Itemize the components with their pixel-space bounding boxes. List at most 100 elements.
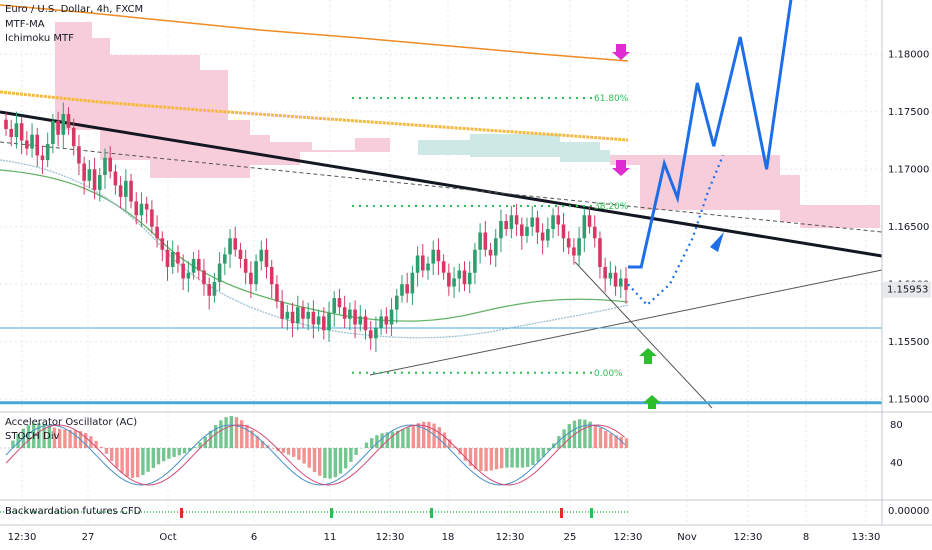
indicator-mtf-ma-label[interactable]: MTF-MA (5, 19, 45, 30)
candle-body (384, 316, 389, 325)
candle-body (327, 313, 331, 331)
oscillator-bar (520, 448, 525, 468)
candle-body (181, 263, 185, 279)
oscillator-bar (42, 424, 46, 448)
symbol-title[interactable]: Euro / U.S. Dollar, 4h, FXCM (5, 4, 144, 15)
oscillator-bar (271, 448, 275, 449)
candle-body (389, 309, 394, 325)
stoch-div-label[interactable]: STOCH Div (5, 431, 60, 442)
candle-body (415, 255, 420, 273)
oscillator-bar (406, 427, 410, 448)
candle-body (97, 175, 102, 190)
candle-body (363, 316, 368, 331)
candle-body (332, 298, 337, 313)
candle-body (499, 221, 503, 239)
oscillator-bar (500, 448, 504, 469)
oscillator-bar (604, 430, 608, 448)
oscillator-bar (297, 448, 301, 460)
oscillator-bar (120, 448, 124, 473)
oscillator-bar (37, 423, 41, 448)
price-tick-label: 1.17000 (888, 164, 929, 175)
indicator-ichimoku-label[interactable]: Ichimoku MTF (5, 33, 74, 44)
oscillator-bar (510, 448, 514, 468)
candle-body (353, 309, 357, 325)
candle-body (582, 215, 587, 239)
pane3-tick-label: 0.00000 (888, 506, 929, 517)
oscillator-bar (344, 448, 348, 469)
oscillator-bar (328, 448, 332, 479)
time-tick-label: 18 (442, 532, 455, 543)
candle-body (217, 263, 222, 282)
candle-body (436, 249, 441, 262)
candle-body (316, 316, 321, 325)
oscillator-bar (598, 427, 603, 448)
candle-body (51, 120, 55, 144)
projection-dotted-path (627, 155, 725, 307)
trendlines (0, 110, 883, 409)
time-tick-label: Nov (677, 532, 697, 543)
candle-body (431, 249, 436, 264)
candle-body (295, 307, 300, 324)
candle-body (228, 238, 232, 255)
backwardation-label[interactable]: Backwardation futures CFD (5, 506, 142, 517)
accelerator-oscillator-label[interactable]: Accelerator Oscillator (AC) (5, 417, 138, 428)
price-tick-label: 1.17500 (888, 107, 929, 118)
oscillator-bar (240, 420, 244, 448)
candle-body (35, 134, 40, 156)
oscillator-bar (26, 425, 31, 448)
candle-body (66, 114, 71, 128)
oscillator-bar (546, 448, 551, 451)
oscillator-bar (47, 425, 51, 448)
oscillator-bar (136, 448, 140, 478)
projection-path (627, 0, 793, 307)
oscillator-bar (474, 448, 478, 470)
candle-body (61, 114, 66, 135)
candle-body (379, 316, 383, 328)
current-price-tag (883, 281, 931, 298)
oscillator-bar (479, 448, 483, 471)
up-arrow-green (639, 348, 657, 364)
candle-body (301, 307, 305, 319)
oscillator-bar (526, 448, 530, 467)
candle-body (322, 316, 326, 331)
oscillator-bar (562, 429, 566, 448)
candle-body (87, 169, 92, 181)
falling-line (574, 261, 713, 409)
price-tick-label: 1.15500 (888, 337, 929, 348)
oscillator-bar (255, 435, 259, 448)
price-tick-label: 1.18000 (888, 49, 929, 60)
oscillator-bar (494, 448, 499, 470)
stoch-k-line (5, 424, 626, 486)
candle-body (603, 267, 607, 279)
candle-body (493, 238, 498, 256)
oscillator-bar (292, 448, 296, 457)
orange-ma-line (0, 4, 629, 62)
candle-body (598, 238, 602, 267)
projection-solid-path (628, 0, 793, 269)
oscillator-bar (515, 448, 519, 468)
oscillator-bar (84, 432, 88, 448)
candle-body (155, 226, 159, 239)
candle-body (280, 301, 284, 319)
oscillator-bar (349, 448, 353, 462)
oscillator-bar (208, 430, 213, 448)
oscillator-bar (58, 428, 62, 448)
oscillator-bar (380, 433, 384, 448)
candle-body (254, 261, 258, 285)
oscillator-bar (188, 448, 192, 451)
oscillator-bar (172, 448, 176, 457)
oscillator-bar (130, 448, 135, 478)
candle-body (624, 278, 628, 290)
oscillator-bar (260, 441, 265, 448)
candle-body (118, 185, 123, 197)
candle-body (71, 127, 76, 147)
oscillator-bar (385, 432, 389, 448)
oscillator-bar (541, 448, 545, 457)
oscillator-bar (307, 448, 311, 468)
candle-body (608, 272, 613, 279)
backwardation-bar (330, 508, 333, 518)
oscillator-bar (318, 448, 322, 476)
oscillator-bar (182, 448, 187, 454)
up-arrow-green (643, 395, 661, 409)
